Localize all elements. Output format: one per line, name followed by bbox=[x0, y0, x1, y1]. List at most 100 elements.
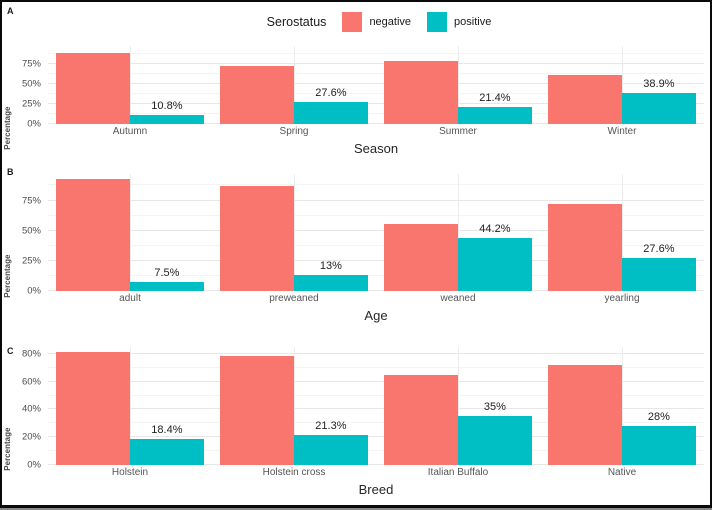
y-axis-title: Percentage bbox=[3, 106, 12, 150]
bar-negative bbox=[384, 223, 458, 291]
bar-positive bbox=[294, 435, 368, 465]
category-cells: 10.8% 27.6% 21.4% 38.9% bbox=[48, 46, 704, 124]
x-tick-label: yearling bbox=[604, 293, 640, 304]
panel-letter-b: B bbox=[7, 167, 14, 177]
y-tick-label: 60% bbox=[21, 376, 41, 388]
y-tick-label: 25% bbox=[21, 98, 41, 110]
category-holstein: 18.4% bbox=[48, 347, 212, 465]
category-spring: 27.6% bbox=[212, 46, 376, 124]
panel-letter-a: A bbox=[7, 6, 14, 16]
bar-negative bbox=[384, 374, 458, 465]
negative-swatch-icon bbox=[342, 12, 363, 32]
category-weaned: 44.2% bbox=[376, 174, 540, 291]
panel-season: Percentage 0% 25% 50% 75% 10.8% 27.6% 21.4% 38… bbox=[2, 46, 710, 158]
vertical-gridline bbox=[294, 174, 295, 291]
category-cells: 7.5% 13% 44.2% 27.6% bbox=[48, 174, 704, 291]
x-axis-title-age: Age bbox=[364, 308, 388, 323]
bar-positive bbox=[130, 281, 204, 291]
x-axis-title-season: Season bbox=[353, 141, 399, 156]
minor-gridline bbox=[48, 93, 704, 95]
bar-value-label: 10.8% bbox=[151, 100, 183, 113]
minor-gridline bbox=[48, 113, 704, 115]
x-tick-labels-age: adult preweaned weaned yearling bbox=[48, 291, 704, 305]
vertical-gridline bbox=[130, 174, 131, 291]
plot-area-season: 10.8% 27.6% 21.4% 38.9% bbox=[48, 46, 704, 124]
bar-negative bbox=[56, 53, 130, 124]
major-gridline bbox=[48, 408, 704, 410]
bar-value-label: 21.4% bbox=[479, 91, 511, 104]
vertical-gridline bbox=[622, 46, 623, 124]
bar-value-label: 13% bbox=[319, 260, 342, 273]
y-tick-label: 0% bbox=[27, 118, 41, 130]
bar-negative bbox=[548, 365, 622, 465]
minor-gridline bbox=[48, 184, 704, 186]
legend-title: Serostatus bbox=[266, 15, 327, 29]
major-gridline bbox=[48, 464, 704, 465]
y-tick-label: 50% bbox=[21, 225, 41, 237]
y-tick-label: 80% bbox=[21, 348, 41, 360]
bar-value-label: 28% bbox=[647, 411, 670, 424]
bar-value-label: 21.3% bbox=[315, 420, 347, 433]
major-gridline bbox=[48, 229, 704, 231]
bar-negative bbox=[548, 75, 622, 124]
y-tick-label: 40% bbox=[21, 403, 41, 415]
bar-positive bbox=[458, 237, 532, 291]
minor-gridline bbox=[48, 422, 704, 424]
legend-label-positive: positive bbox=[454, 16, 492, 28]
major-gridline bbox=[48, 83, 704, 85]
category-preweaned: 13% bbox=[212, 174, 376, 291]
panel-age: Percentage 0% 25% 50% 75% 7.5% 13% 44.2% 27.6%… bbox=[2, 174, 710, 325]
bar-positive bbox=[130, 115, 204, 124]
minor-gridline bbox=[48, 394, 704, 396]
y-tick-label: 0% bbox=[27, 459, 41, 471]
category-holstein-cross: 21.3% bbox=[212, 347, 376, 465]
y-tick-label: 75% bbox=[21, 58, 41, 70]
category-yearling: 27.6% bbox=[540, 174, 704, 291]
bar-value-label: 35% bbox=[483, 401, 506, 414]
y-tick-label: 75% bbox=[21, 195, 41, 207]
major-gridline bbox=[48, 199, 704, 201]
x-tick-label: Italian Buffalo bbox=[427, 467, 489, 478]
minor-gridline bbox=[48, 73, 704, 75]
x-tick-labels-breed: Holstein Holstein cross Italian Buffalo Nat… bbox=[48, 465, 704, 479]
bar-negative bbox=[548, 203, 622, 291]
x-tick-label: weaned bbox=[440, 293, 476, 304]
vertical-gridline bbox=[622, 347, 623, 465]
x-tick-label: Winter bbox=[607, 126, 637, 137]
bar-negative bbox=[56, 179, 130, 291]
major-gridline bbox=[48, 436, 704, 438]
bar-value-label: 27.6% bbox=[643, 242, 675, 255]
major-gridline bbox=[48, 380, 704, 382]
plot-area-age: 7.5% 13% 44.2% 27.6% bbox=[48, 174, 704, 291]
x-tick-label: Holstein bbox=[111, 467, 149, 478]
y-axis-season: Percentage 0% 25% 50% 75% bbox=[2, 46, 48, 150]
panel-letter-c: C bbox=[7, 346, 14, 356]
minor-gridline bbox=[48, 214, 704, 216]
minor-gridline bbox=[48, 450, 704, 452]
y-axis-age: Percentage 0% 25% 50% 75% bbox=[2, 174, 48, 297]
y-axis-title: Percentage bbox=[3, 427, 12, 471]
bar-positive bbox=[130, 439, 204, 465]
major-gridline bbox=[48, 63, 704, 65]
bar-negative bbox=[220, 66, 294, 124]
x-tick-label: Summer bbox=[439, 126, 477, 137]
vertical-gridline bbox=[294, 46, 295, 124]
legend-label-negative: negative bbox=[369, 16, 412, 28]
plot-area-breed: 18.4% 21.3% 35% 28% bbox=[48, 347, 704, 465]
major-gridline bbox=[48, 259, 704, 261]
major-gridline bbox=[48, 290, 704, 291]
vertical-gridline bbox=[622, 174, 623, 291]
bar-positive bbox=[622, 426, 696, 465]
x-axis-title-breed: Breed bbox=[358, 482, 394, 497]
x-tick-label: adult bbox=[119, 293, 141, 304]
bar-negative bbox=[220, 355, 294, 465]
bar-positive bbox=[294, 275, 368, 291]
bar-negative bbox=[220, 186, 294, 291]
minor-gridline bbox=[48, 244, 704, 246]
vertical-gridline bbox=[130, 46, 131, 124]
bar-negative bbox=[384, 61, 458, 124]
x-tick-label: Autumn bbox=[112, 126, 148, 137]
major-gridline bbox=[48, 103, 704, 105]
bar-value-label: 27.6% bbox=[315, 87, 347, 100]
vertical-gridline bbox=[458, 46, 459, 124]
